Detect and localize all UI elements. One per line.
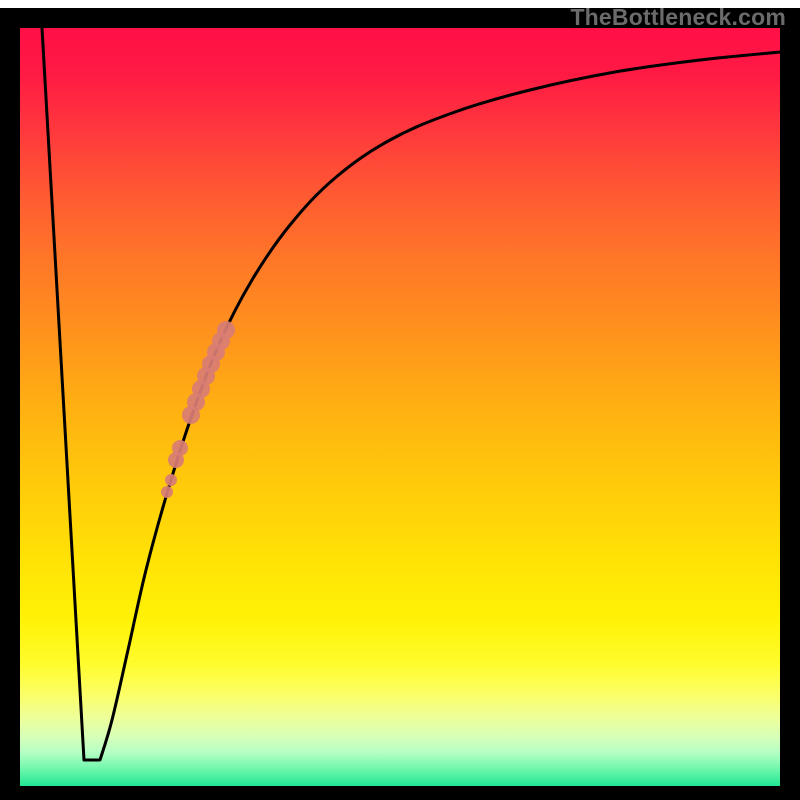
watermark-text: TheBottleneck.com xyxy=(570,4,786,31)
bottleneck-curve-chart xyxy=(0,0,800,800)
chart-gradient-bg xyxy=(20,28,780,786)
highlight-dot xyxy=(165,474,177,486)
highlight-dot xyxy=(161,486,173,498)
chart-container: { "canvas": { "width": 800, "height": 80… xyxy=(0,0,800,800)
highlight-dot xyxy=(217,321,235,339)
highlight-dot xyxy=(172,440,188,456)
